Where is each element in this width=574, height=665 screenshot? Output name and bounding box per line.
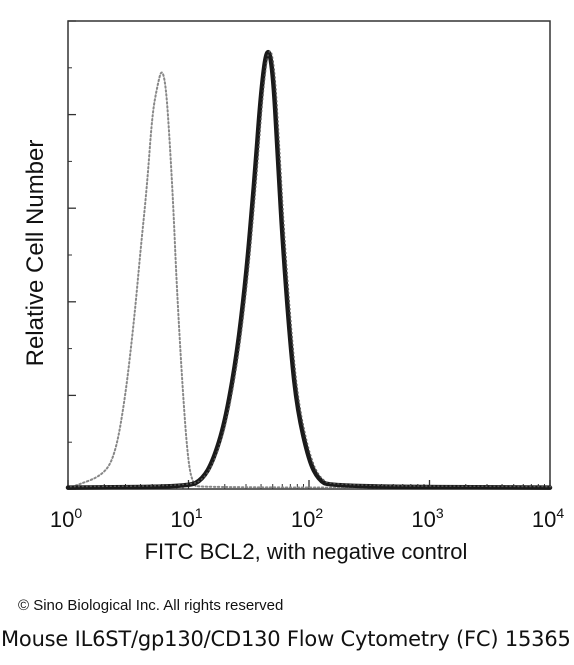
histogram-chart: 100 101 102 103 104 FITC BCL2, with negative…	[22, 20, 564, 564]
x-tick-label: 103	[411, 505, 443, 532]
x-tick-label: 100	[50, 505, 82, 532]
copyright-notice: © Sino Biological Inc. All rights reserv…	[18, 597, 284, 614]
bcl2-series	[65, 50, 553, 490]
x-tick-label: 102	[291, 505, 323, 532]
negative-control-series	[67, 71, 551, 489]
bcl2-series-texture	[69, 50, 553, 488]
x-axis-label: FITC BCL2, with negative control	[145, 539, 468, 564]
figure-caption: Mouse IL6ST/gp130/CD130 Flow Cytometry (…	[1, 627, 571, 651]
x-tick-labels: 100 101 102 103 104	[50, 505, 564, 532]
y-axis-label: Relative Cell Number	[22, 140, 49, 367]
x-tick-label: 104	[532, 505, 564, 532]
x-tick-label: 101	[170, 505, 202, 532]
series-layer	[65, 50, 553, 490]
y-axis-ticks	[68, 20, 76, 490]
